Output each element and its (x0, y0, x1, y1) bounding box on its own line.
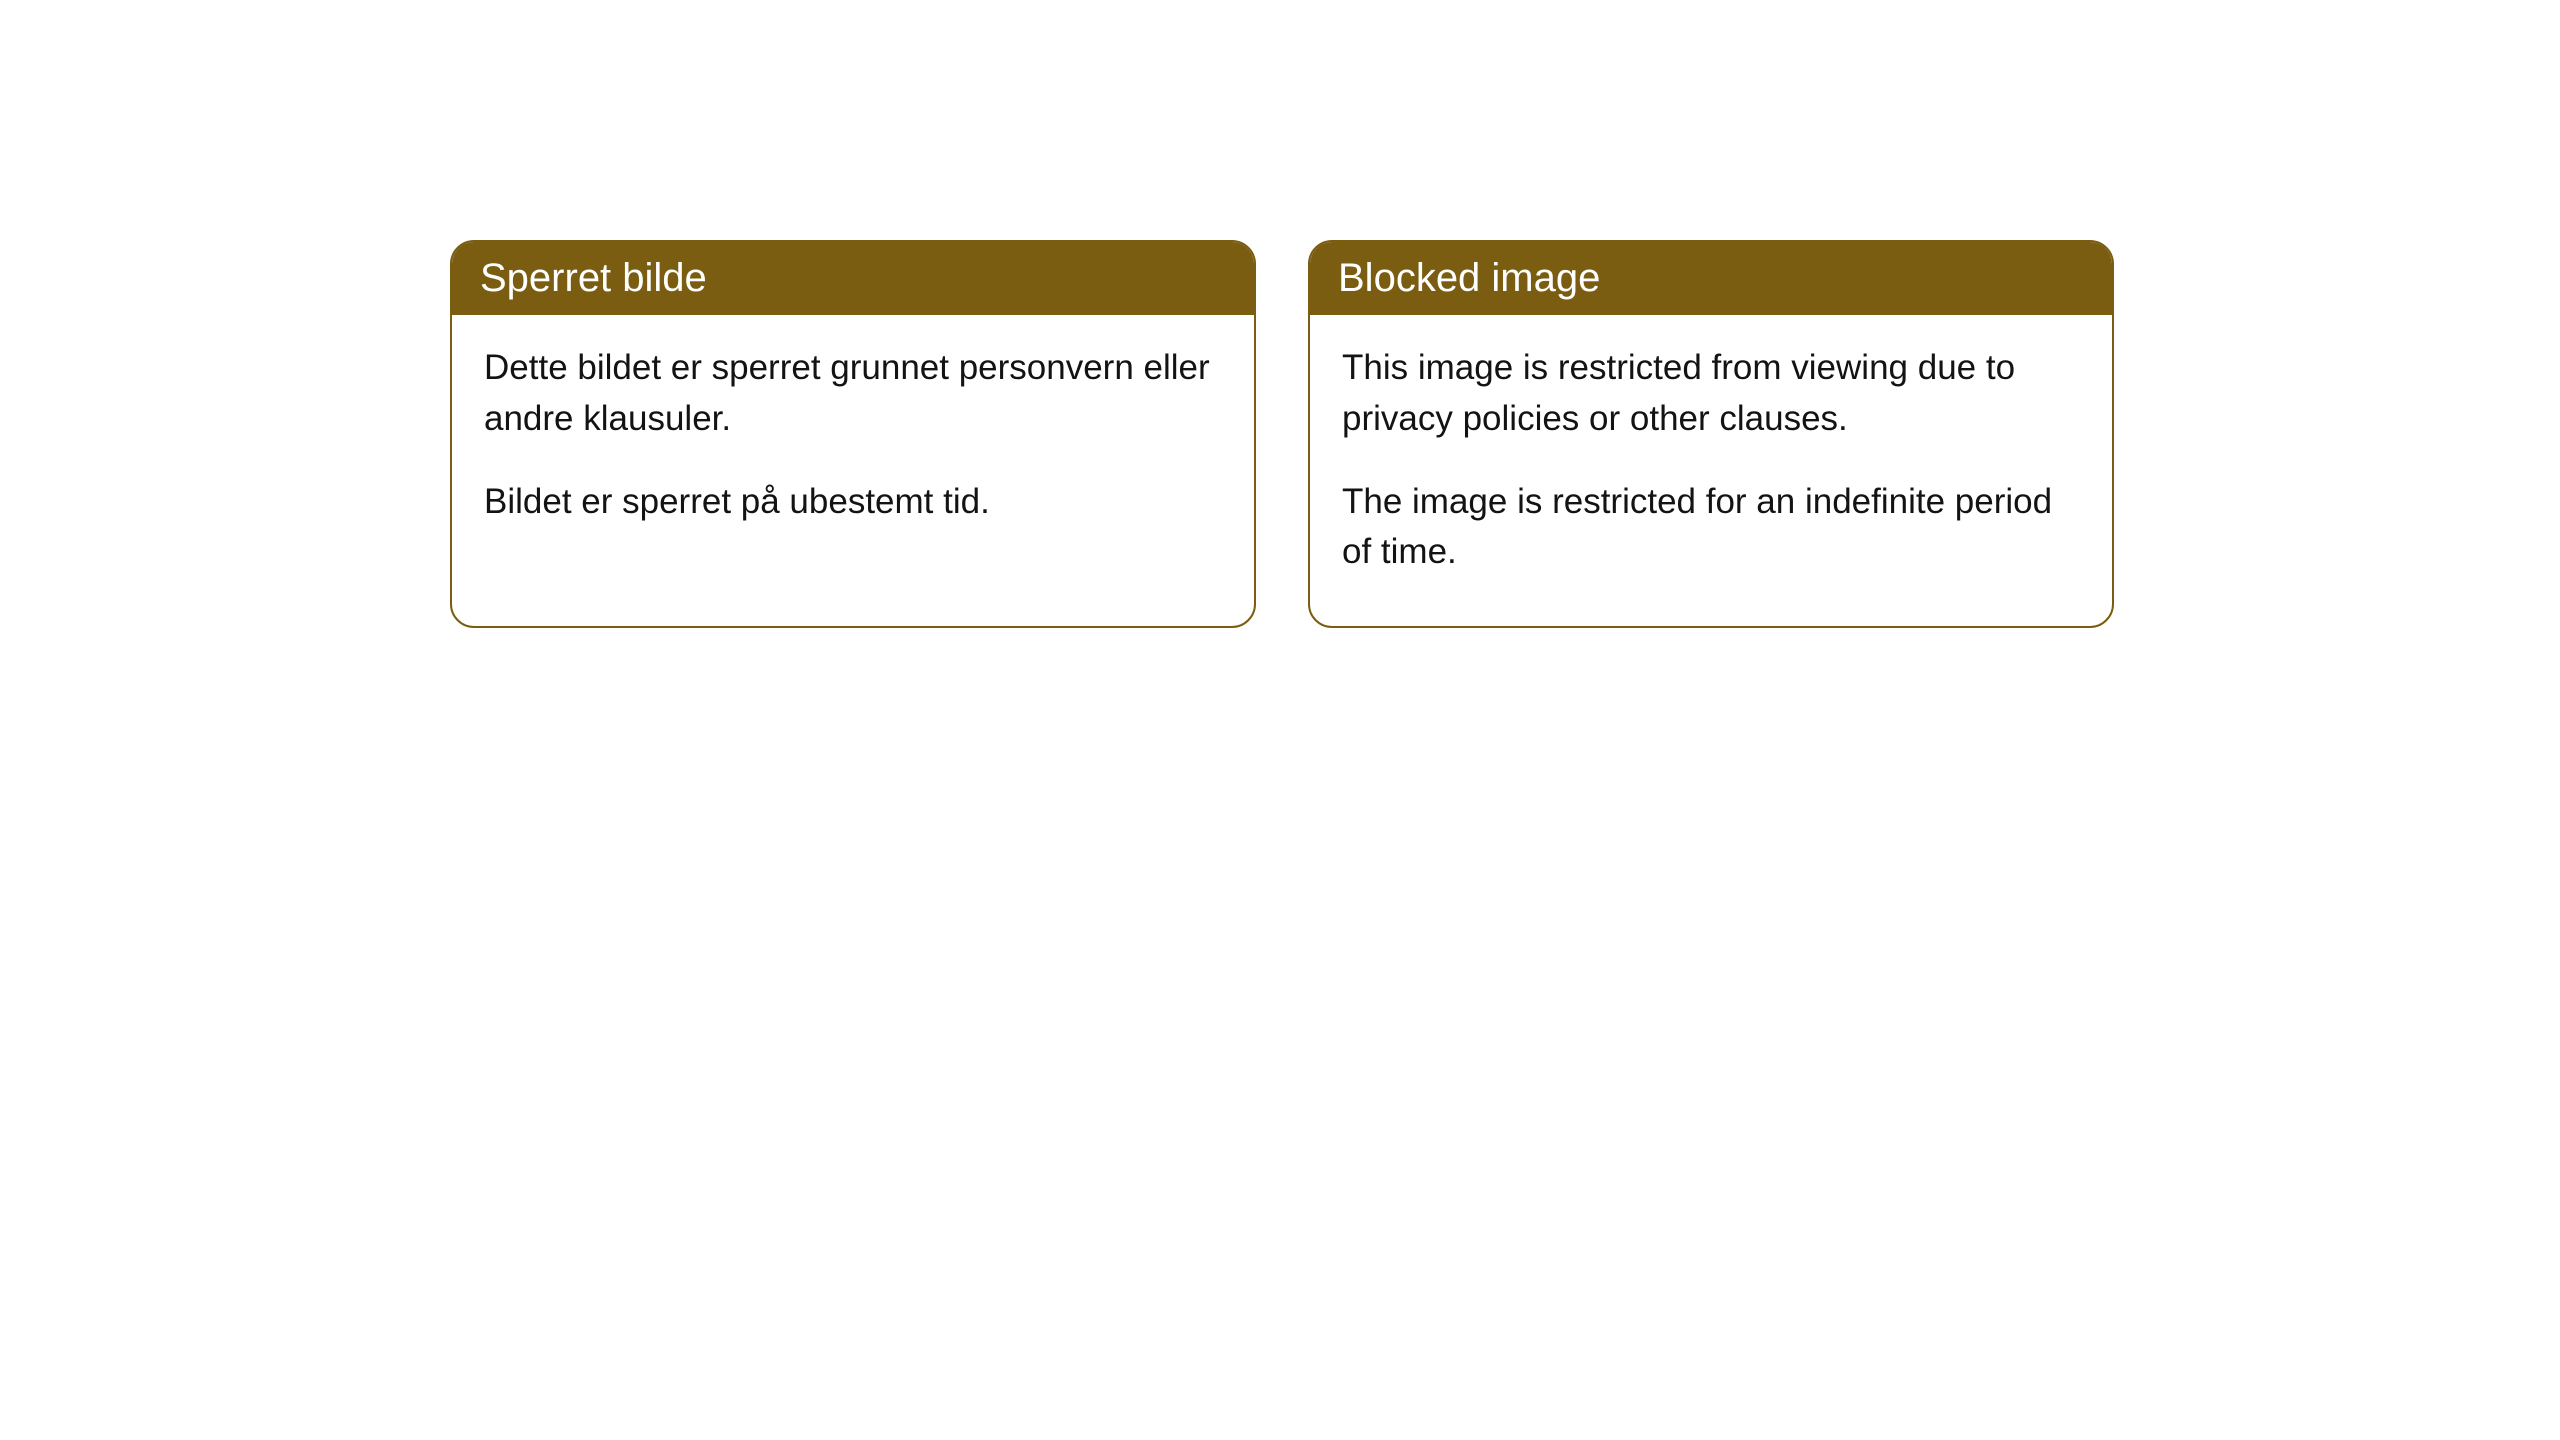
card-title: Sperret bilde (480, 256, 707, 300)
card-body: This image is restricted from viewing du… (1310, 315, 2112, 626)
card-paragraph: Dette bildet er sperret grunnet personve… (484, 343, 1222, 445)
notice-card-norwegian: Sperret bilde Dette bildet er sperret gr… (450, 240, 1256, 628)
card-paragraph: This image is restricted from viewing du… (1342, 343, 2080, 445)
notice-card-english: Blocked image This image is restricted f… (1308, 240, 2114, 628)
card-paragraph: The image is restricted for an indefinit… (1342, 477, 2080, 579)
card-body: Dette bildet er sperret grunnet personve… (452, 315, 1254, 575)
card-header: Sperret bilde (452, 242, 1254, 315)
card-title: Blocked image (1338, 256, 1600, 300)
cards-container: Sperret bilde Dette bildet er sperret gr… (0, 0, 2560, 628)
card-paragraph: Bildet er sperret på ubestemt tid. (484, 477, 1222, 528)
card-header: Blocked image (1310, 242, 2112, 315)
